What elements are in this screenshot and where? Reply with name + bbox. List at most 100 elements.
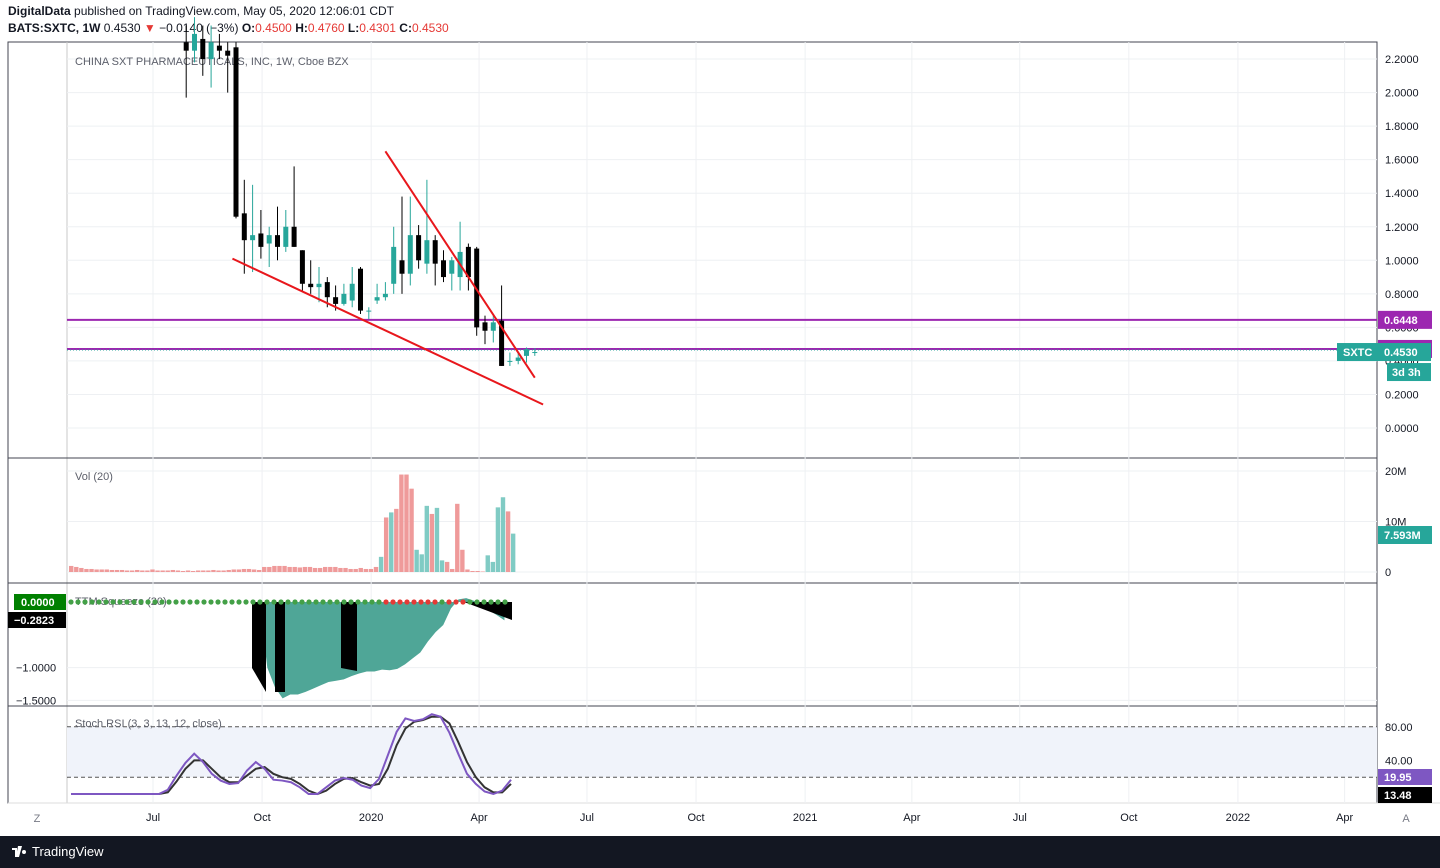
- squeeze-dark-segment: [275, 602, 285, 692]
- publisher-name[interactable]: DigitalData: [8, 4, 71, 18]
- open-label: O:: [241, 21, 256, 35]
- volume-bar: [368, 568, 374, 572]
- squeeze-dot: [467, 599, 473, 605]
- squeeze-dot: [180, 599, 186, 605]
- volume-bar: [439, 560, 445, 572]
- candle-body: [308, 283, 314, 288]
- time-tick-label: Jul: [1013, 812, 1027, 824]
- squeeze-second-tag: [8, 612, 66, 628]
- candle-body: [499, 320, 505, 366]
- volume-bar: [150, 569, 155, 572]
- volume-bar: [389, 512, 394, 572]
- rsi-d-tag: [1378, 787, 1432, 803]
- squeeze-dot: [222, 599, 228, 605]
- candle-body: [216, 45, 222, 51]
- volume-bar: [323, 566, 328, 572]
- volume-bar: [444, 561, 450, 572]
- squeeze-dot: [495, 599, 501, 605]
- open-value: 0.4500: [255, 21, 292, 35]
- volume-last-tag: [1378, 526, 1432, 544]
- volume-bar: [455, 503, 460, 572]
- volume-tick-label: 20M: [1385, 466, 1406, 478]
- squeeze-dot: [432, 599, 438, 605]
- squeeze-dot: [320, 599, 326, 605]
- volume-bar: [246, 568, 252, 572]
- squeeze-dot: [306, 599, 312, 605]
- volume-bar: [140, 570, 145, 572]
- trendline: [232, 257, 544, 406]
- squeeze-dot: [110, 599, 116, 605]
- squeeze-dot: [383, 599, 389, 605]
- squeeze-dot: [103, 599, 109, 605]
- volume-bar: [338, 567, 343, 572]
- volume-bar: [190, 570, 196, 572]
- candle-body: [225, 50, 231, 56]
- volume-bar: [129, 570, 135, 572]
- candle-body: [416, 235, 422, 261]
- squeeze-dot: [418, 599, 424, 605]
- chart-canvas[interactable]: Jul Oct 2020 Apr Jul Oct 2021 Apr Jul Oct 2022 Apr 2…: [0, 0, 1440, 836]
- candle-body: [208, 42, 214, 60]
- time-tick-label: Apr: [1336, 812, 1353, 824]
- low-value: 0.4301: [359, 21, 396, 35]
- auto-scale-a-button[interactable]: A: [1402, 813, 1410, 825]
- chart-title: CHINA SXT PHARMACEUTICALS, INC, 1W, Cboe…: [75, 56, 349, 68]
- rsi-k-tag: [1378, 769, 1432, 785]
- trendline: [384, 150, 536, 379]
- squeeze-dot: [362, 599, 368, 605]
- squeeze-dot: [264, 599, 270, 605]
- candle-body: [299, 250, 305, 284]
- symbol-last-price: 0.4530: [1384, 347, 1418, 359]
- squeeze-dot: [341, 599, 347, 605]
- volume-bar: [287, 566, 292, 572]
- down-arrow-icon: ▼: [143, 21, 156, 35]
- volume-bar: [394, 508, 399, 572]
- candle-body: [266, 235, 272, 244]
- horizontal-level-tag: [1378, 310, 1432, 329]
- volume-bar: [277, 565, 282, 572]
- squeeze-dot: [446, 599, 452, 605]
- squeeze-dark-segment: [341, 602, 357, 671]
- volume-bar: [475, 570, 480, 572]
- squeeze-dark-segment: [252, 602, 266, 692]
- chart-frame: [7, 41, 1378, 804]
- volume-bar: [282, 565, 287, 572]
- volume-bar: [328, 566, 333, 572]
- candle-body: [341, 293, 347, 304]
- volume-bar: [109, 569, 115, 572]
- volume-bar: [429, 513, 435, 572]
- squeeze-dot: [425, 599, 431, 605]
- squeeze-dot: [152, 599, 158, 605]
- squeeze-dot: [453, 599, 459, 605]
- squeeze-dot: [278, 599, 284, 605]
- volume-bar: [312, 567, 318, 572]
- volume-bar: [292, 566, 297, 572]
- volume-bar: [450, 568, 455, 572]
- volume-bar: [69, 565, 74, 572]
- time-tick-label: Apr: [903, 812, 920, 824]
- candle-body: [274, 235, 280, 247]
- squeeze-dot: [390, 599, 396, 605]
- squeeze-dot: [187, 599, 193, 605]
- candle-body: [291, 226, 297, 247]
- volume-bar: [505, 511, 511, 572]
- auto-scale-z-button[interactable]: Z: [33, 813, 41, 825]
- volume-bar: [317, 567, 323, 572]
- time-tick-label: Jul: [580, 812, 594, 824]
- volume-bar: [465, 569, 470, 572]
- candle-body: [283, 226, 289, 247]
- squeeze-dot: [82, 599, 88, 605]
- volume-bar: [373, 566, 379, 572]
- squeeze-momentum-area: [252, 598, 505, 699]
- volume-bar: [343, 567, 348, 572]
- tradingview-logo-icon: [12, 846, 26, 857]
- volume-bar: [297, 567, 302, 572]
- tradingview-logo[interactable]: TradingView: [12, 844, 104, 859]
- squeeze-dot: [355, 599, 361, 605]
- squeeze-dot: [481, 599, 487, 605]
- volume-bar: [399, 474, 404, 572]
- ohlc-line: BATS:SXTC, 1W 0.4530 ▼ −0.0140 (−3%) O:0…: [8, 21, 449, 35]
- tradingview-brand: TradingView: [32, 844, 104, 859]
- candle-body: [333, 297, 339, 304]
- squeeze-dot: [89, 599, 95, 605]
